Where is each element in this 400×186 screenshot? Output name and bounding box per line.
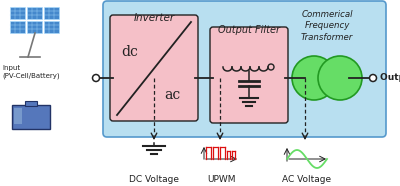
Text: Output (AC): Output (AC): [380, 73, 400, 83]
FancyBboxPatch shape: [10, 21, 25, 33]
FancyBboxPatch shape: [44, 21, 59, 33]
FancyBboxPatch shape: [12, 105, 50, 129]
Text: ac: ac: [164, 88, 180, 102]
FancyBboxPatch shape: [27, 21, 42, 33]
FancyBboxPatch shape: [44, 7, 59, 19]
Text: UPWM: UPWM: [208, 175, 236, 184]
FancyBboxPatch shape: [25, 101, 37, 106]
Circle shape: [292, 56, 336, 100]
Circle shape: [318, 56, 362, 100]
FancyBboxPatch shape: [210, 27, 288, 123]
FancyBboxPatch shape: [103, 1, 386, 137]
FancyBboxPatch shape: [14, 108, 22, 124]
Text: Output Filter: Output Filter: [218, 25, 280, 35]
Text: Inverter: Inverter: [134, 13, 174, 23]
Text: AC Voltage: AC Voltage: [282, 175, 332, 184]
FancyBboxPatch shape: [10, 7, 25, 19]
FancyBboxPatch shape: [110, 15, 198, 121]
Circle shape: [370, 75, 376, 81]
Circle shape: [92, 75, 100, 81]
Text: Input
(PV-Cell/Battery): Input (PV-Cell/Battery): [2, 65, 60, 79]
Text: DC Voltage: DC Voltage: [129, 175, 179, 184]
Text: Commerical
Frequency
Transformer: Commerical Frequency Transformer: [301, 10, 353, 42]
Text: dc: dc: [122, 45, 138, 59]
FancyBboxPatch shape: [27, 7, 42, 19]
